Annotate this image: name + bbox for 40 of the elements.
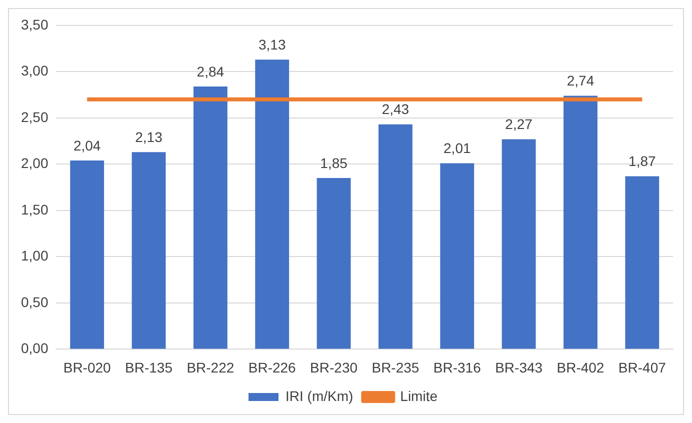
y-tick-label: 0,50: [21, 294, 48, 310]
x-tick-label: BR-222: [186, 359, 234, 376]
y-tick-label: 1,00: [21, 248, 48, 264]
data-label: 2,27: [505, 116, 533, 132]
x-tick-label: BR-135: [125, 359, 173, 376]
y-tick-label: 1,50: [21, 201, 48, 218]
x-tick-label: BR-230: [310, 359, 358, 376]
bar: [625, 176, 660, 349]
x-tick-label: BR-235: [372, 359, 420, 376]
y-tick-label: 0,00: [21, 340, 48, 356]
data-label: 2,43: [382, 101, 410, 118]
data-label: 2,01: [444, 140, 471, 156]
bar: [193, 86, 228, 349]
bar: [132, 152, 166, 349]
x-tick-label: BR-343: [495, 359, 543, 376]
y-tick-label: 2,50: [21, 108, 48, 125]
x-tick-label: BR-402: [556, 359, 604, 376]
bar: [440, 163, 474, 349]
legend-label: IRI (m/Km): [286, 388, 354, 404]
data-label: 2,84: [196, 63, 224, 80]
data-label: 2,13: [135, 129, 163, 146]
y-tick-label: 2,00: [21, 155, 48, 172]
bar: [378, 124, 412, 349]
bar: [70, 160, 104, 349]
data-label: 2,04: [73, 137, 101, 154]
data-label: 1,85: [320, 154, 348, 171]
bar: [564, 96, 598, 349]
x-tick-label: BR-226: [248, 359, 296, 376]
bar: [502, 139, 536, 349]
x-tick-label: BR-020: [63, 359, 112, 376]
legend-label: Limite: [400, 388, 438, 404]
y-tick-label: 3,00: [21, 62, 48, 79]
x-tick-label: BR-316: [433, 359, 482, 376]
data-label: 2,74: [566, 72, 594, 89]
data-label: 1,87: [628, 153, 656, 170]
y-tick-label: 3,50: [21, 16, 48, 32]
bar: [316, 178, 351, 349]
bar: [255, 60, 290, 349]
x-tick-label: BR-407: [618, 359, 666, 376]
data-label: 3,13: [258, 36, 286, 52]
